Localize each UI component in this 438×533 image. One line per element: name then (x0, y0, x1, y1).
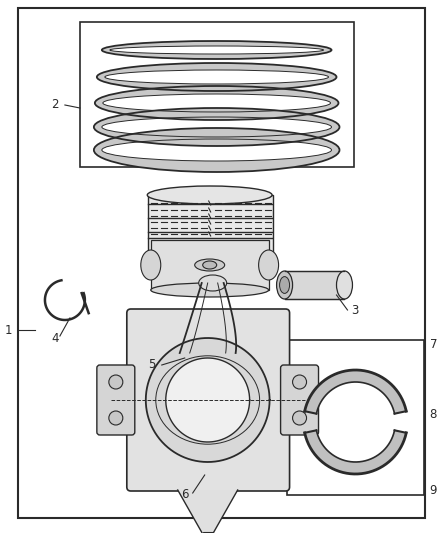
Ellipse shape (258, 250, 279, 280)
Text: 7: 7 (430, 338, 437, 351)
Circle shape (109, 411, 123, 425)
Polygon shape (102, 41, 332, 59)
Polygon shape (178, 490, 238, 533)
Polygon shape (305, 370, 406, 414)
Ellipse shape (141, 250, 161, 280)
Circle shape (109, 375, 123, 389)
Bar (148, 195, 272, 260)
Ellipse shape (195, 259, 225, 271)
FancyBboxPatch shape (281, 365, 318, 435)
Ellipse shape (203, 261, 217, 269)
Text: 4: 4 (51, 332, 59, 344)
Ellipse shape (279, 277, 290, 293)
Circle shape (293, 375, 307, 389)
Text: 2: 2 (51, 99, 59, 111)
Ellipse shape (276, 271, 293, 299)
Circle shape (293, 411, 307, 425)
Polygon shape (94, 108, 339, 146)
Polygon shape (95, 86, 339, 120)
Text: 8: 8 (430, 408, 437, 422)
Ellipse shape (199, 275, 226, 291)
Bar (286, 340, 424, 495)
Text: 6: 6 (181, 489, 188, 502)
Bar (151, 240, 268, 290)
Ellipse shape (151, 283, 268, 297)
Polygon shape (94, 128, 339, 172)
Ellipse shape (336, 271, 353, 299)
Bar (203, 532, 213, 533)
Text: 9: 9 (430, 483, 437, 497)
Polygon shape (305, 430, 406, 474)
Polygon shape (146, 338, 270, 462)
Ellipse shape (147, 186, 272, 204)
Bar (80, 22, 354, 167)
Bar (285, 271, 345, 299)
FancyBboxPatch shape (97, 365, 135, 435)
Text: 1: 1 (4, 324, 12, 336)
FancyBboxPatch shape (127, 309, 290, 491)
Polygon shape (166, 358, 250, 442)
Text: 5: 5 (148, 359, 155, 372)
Polygon shape (97, 63, 336, 91)
Text: 3: 3 (351, 303, 358, 317)
